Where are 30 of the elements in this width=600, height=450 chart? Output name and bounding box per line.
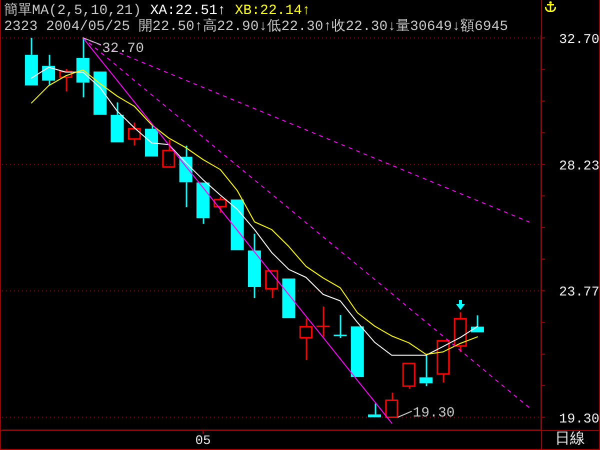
chart-subtitle: 2323 2004/05/25 開22.50↑高22.90↓低22.30↑收22.30↓量30649↓額6945	[4, 19, 508, 35]
text: XB:22.14↑	[234, 3, 310, 19]
candlestick	[196, 182, 210, 225]
y-tick-label: 19.30	[559, 412, 600, 428]
annotation: 32.70	[102, 40, 144, 57]
candlestick	[299, 318, 312, 361]
candlestick	[368, 402, 382, 418]
y-tick-label: 23.77	[559, 286, 600, 301]
candlestick	[282, 278, 296, 318]
candlestick	[24, 37, 38, 86]
candlestick	[248, 233, 261, 299]
candlestick	[94, 72, 107, 115]
annotation: 19.30	[412, 405, 455, 422]
candlestick	[42, 54, 56, 86]
candlestick	[110, 102, 124, 142]
candlestick	[350, 326, 364, 378]
chart-title: 簡單MA(2,5,10,21)	[4, 3, 142, 19]
candlestick	[470, 314, 484, 332]
text: 日線	[555, 431, 585, 448]
x-tick-label: 05	[195, 433, 211, 448]
candlestick	[76, 37, 90, 98]
text: XA:22.51↑	[150, 3, 226, 19]
candlestick	[385, 392, 398, 418]
candlestick	[436, 340, 450, 384]
y-tick-label: 28.23	[559, 159, 600, 174]
candlestick	[162, 139, 176, 168]
candlestick	[230, 200, 244, 250]
candlestick	[316, 306, 330, 338]
candlestick	[265, 270, 278, 299]
y-tick-label: 32.70	[559, 32, 600, 48]
